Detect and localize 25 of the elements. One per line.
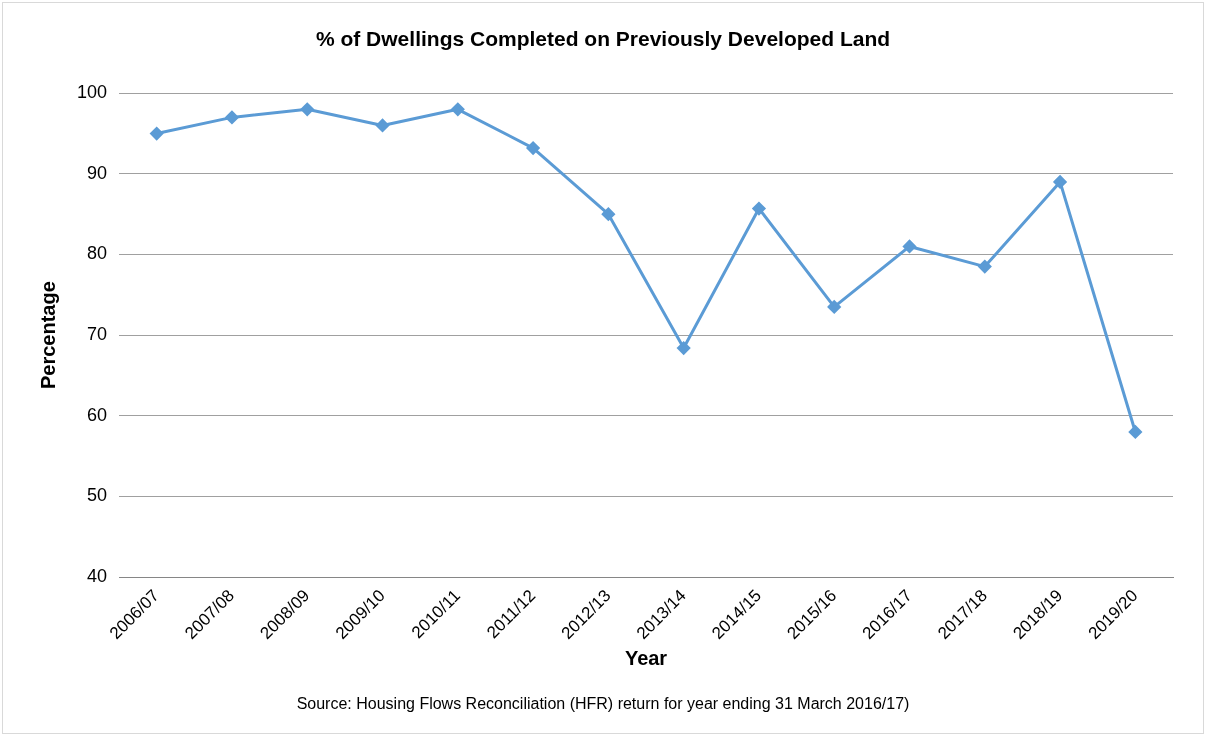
point [978, 260, 992, 274]
y-tick-label: 40 [87, 566, 108, 587]
point [1128, 425, 1142, 439]
source-note: Source: Housing Flows Reconciliation (HFR) return for year ending 31 March 2016/17) [296, 695, 910, 713]
point [903, 239, 917, 253]
point [827, 300, 841, 314]
point [752, 202, 766, 216]
y-tick-label: 70 [87, 324, 108, 345]
point [150, 127, 164, 141]
point [225, 110, 239, 124]
y-axis-title: Percentage [36, 281, 59, 390]
y-tick-label: 90 [87, 162, 108, 183]
x-axis-title: Year [624, 646, 668, 669]
point [376, 118, 390, 132]
point [1053, 175, 1067, 189]
chart-title: % of Dwellings Completed on Previously Developed Land [315, 27, 891, 51]
point [300, 102, 314, 116]
point [526, 141, 540, 155]
y-tick-label: 80 [87, 243, 108, 264]
point [677, 341, 691, 355]
point [601, 207, 615, 221]
y-tick-label: 100 [76, 82, 108, 103]
y-tick-label: 60 [87, 404, 108, 425]
point [451, 102, 465, 116]
y-tick-label: 50 [87, 485, 108, 506]
